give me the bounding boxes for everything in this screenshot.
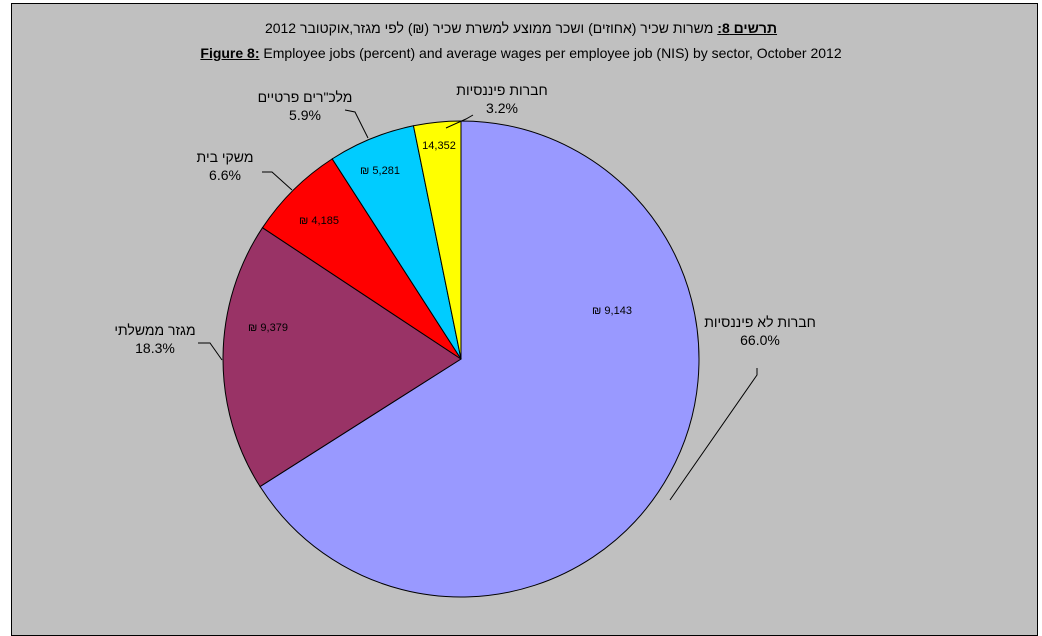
chart-title-hebrew: תרשים 8: משרות שכיר (אחוזים) ושכר ממוצע …: [0, 20, 1042, 36]
chart-title-english-prefix: Figure 8:: [200, 45, 260, 61]
slice-category-label: חברות פיננסיות: [456, 82, 547, 98]
slice-wage-label: ₪ 5,281: [360, 165, 400, 177]
slice-category-label: מלכ"רים פרטיים: [258, 89, 353, 105]
leader-line: [669, 368, 758, 501]
slice-wage-label: ₪ 4,185: [299, 215, 339, 227]
chart-title-english: Figure 8: Employee jobs (percent) and av…: [0, 45, 1042, 61]
slice-percent-label: 3.2%: [486, 100, 518, 116]
slice-percent-label: 6.6%: [209, 167, 241, 183]
leader-line: [344, 109, 369, 139]
pie-slice: [222, 227, 462, 488]
slice-percent-label: 5.9%: [289, 107, 321, 123]
chart-title-english-text: Employee jobs (percent) and average wage…: [259, 45, 842, 61]
slice-percent-label: 66.0%: [740, 332, 780, 348]
pie-slice: [259, 120, 700, 598]
leader-line: [262, 171, 293, 191]
slice-category-label: משקי בית: [197, 149, 254, 165]
slice-percent-label: 18.3%: [135, 340, 175, 356]
chart-title-hebrew-prefix: תרשים 8:: [717, 20, 778, 36]
slice-category-label: מגזר ממשלתי: [114, 322, 195, 338]
leader-line: [445, 114, 474, 129]
slice-wage-label: ₪ 9,379: [248, 322, 288, 334]
slice-wage-label: ₪ 9,143: [592, 305, 632, 317]
slice-category-label: חברות לא פיננסיות: [704, 314, 816, 330]
chart-title-hebrew-text: משרות שכיר (אחוזים) ושכר ממוצע למשרת שכי…: [264, 20, 718, 36]
slice-wage-label: 14,352: [422, 140, 456, 152]
leader-line: [198, 342, 223, 361]
